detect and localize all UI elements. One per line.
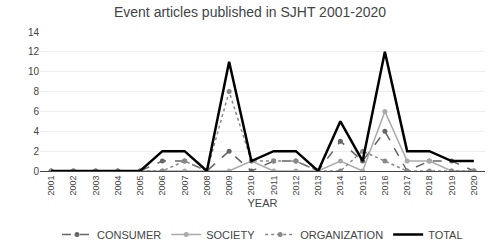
svg-text:TOTAL: TOTAL xyxy=(428,229,462,241)
svg-text:YEAR: YEAR xyxy=(248,197,278,209)
svg-text:2001: 2001 xyxy=(46,176,56,196)
svg-text:2017: 2017 xyxy=(402,176,412,196)
svg-text:2013: 2013 xyxy=(313,176,323,196)
svg-text:Event articles published in SJ: Event articles published in SJHT 2001-20… xyxy=(114,4,386,20)
svg-text:2008: 2008 xyxy=(202,176,212,196)
svg-text:SOCIETY: SOCIETY xyxy=(206,229,255,241)
svg-text:2003: 2003 xyxy=(91,176,101,196)
svg-text:10: 10 xyxy=(28,66,40,77)
svg-text:CONSUMER: CONSUMER xyxy=(97,229,161,241)
svg-text:2: 2 xyxy=(33,146,39,157)
svg-text:14: 14 xyxy=(28,27,40,38)
svg-text:2007: 2007 xyxy=(180,176,190,196)
svg-text:2019: 2019 xyxy=(447,176,457,196)
svg-text:2009: 2009 xyxy=(224,176,234,196)
svg-text:2010: 2010 xyxy=(246,176,256,196)
svg-text:2004: 2004 xyxy=(113,176,123,196)
svg-text:2011: 2011 xyxy=(269,176,279,195)
svg-text:12: 12 xyxy=(28,46,40,57)
svg-text:2015: 2015 xyxy=(358,176,368,196)
svg-text:2012: 2012 xyxy=(291,176,301,196)
svg-text:6: 6 xyxy=(33,106,39,117)
svg-text:2018: 2018 xyxy=(424,176,434,196)
svg-text:4: 4 xyxy=(33,126,39,137)
svg-text:2020: 2020 xyxy=(469,176,479,196)
svg-text:2005: 2005 xyxy=(135,176,145,196)
svg-text:8: 8 xyxy=(33,86,39,97)
svg-text:ORGANIZATION: ORGANIZATION xyxy=(300,229,383,241)
svg-text:2014: 2014 xyxy=(335,176,345,196)
svg-text:0: 0 xyxy=(33,166,39,177)
svg-text:2002: 2002 xyxy=(68,176,78,196)
svg-text:2006: 2006 xyxy=(157,176,167,196)
svg-text:2016: 2016 xyxy=(380,176,390,196)
